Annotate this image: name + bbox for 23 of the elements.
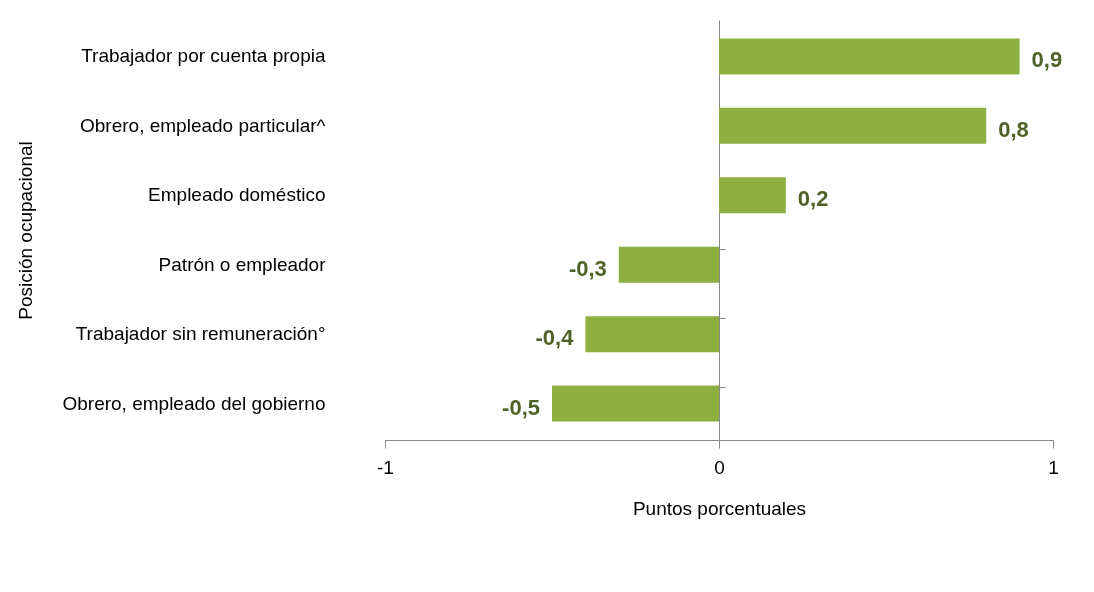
bar [719, 177, 786, 214]
bar [719, 107, 987, 144]
x-tick-label: 1 [1048, 456, 1059, 478]
bar [719, 38, 1020, 75]
x-tick-label: 0 [714, 456, 725, 478]
bar [618, 246, 719, 283]
x-axis-title: Puntos porcentuales [632, 497, 807, 519]
y-tick-label: Obrero, empleado particular^ [80, 114, 326, 136]
y-tick-label: Patrón o empleador [158, 253, 327, 275]
y-tick-label: Trabajador por cuenta propia [81, 45, 326, 67]
data-label: 0,9 [1031, 47, 1063, 73]
data-label: 0,2 [797, 186, 829, 212]
y-tick-label: Obrero, empleado del gobierno [62, 392, 326, 414]
y-axis-title: Posición ocupacional [14, 141, 36, 320]
data-label: -0,4 [535, 325, 575, 351]
y-tick-label: Trabajador sin remuneración° [75, 323, 326, 345]
x-tick-label: -1 [377, 456, 394, 478]
bar [552, 385, 719, 422]
data-label: 0,8 [998, 116, 1029, 142]
data-label: -0,5 [502, 394, 540, 420]
bar [585, 316, 719, 353]
data-label: -0,3 [568, 255, 607, 281]
y-tick-label: Empleado doméstico [148, 184, 326, 206]
